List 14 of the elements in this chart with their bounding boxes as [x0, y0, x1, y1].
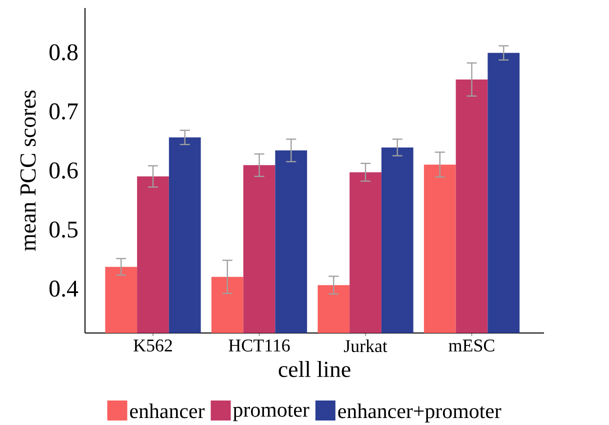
y-tick-label: 0.4 [49, 280, 78, 297]
legend-label: promoter [233, 404, 310, 422]
x-tick-label: Jurkat [344, 340, 388, 352]
legend-label: enhancer [130, 404, 205, 418]
y-tick-label: 0.7 [49, 103, 78, 120]
x-tick-label: HCT116 [228, 340, 290, 352]
x-tick-label: mESC [448, 340, 494, 352]
y-axis-title: mean PCC scores [20, 90, 36, 251]
y-tick-label: 0.5 [49, 221, 78, 238]
y-tick-label: 0.6 [49, 162, 78, 179]
legend-label: enhancer+promoter [338, 404, 502, 422]
x-tick-label: K562 [134, 340, 172, 352]
x-axis-title: cell line [278, 360, 350, 378]
y-tick-label: 0.8 [49, 44, 78, 60]
